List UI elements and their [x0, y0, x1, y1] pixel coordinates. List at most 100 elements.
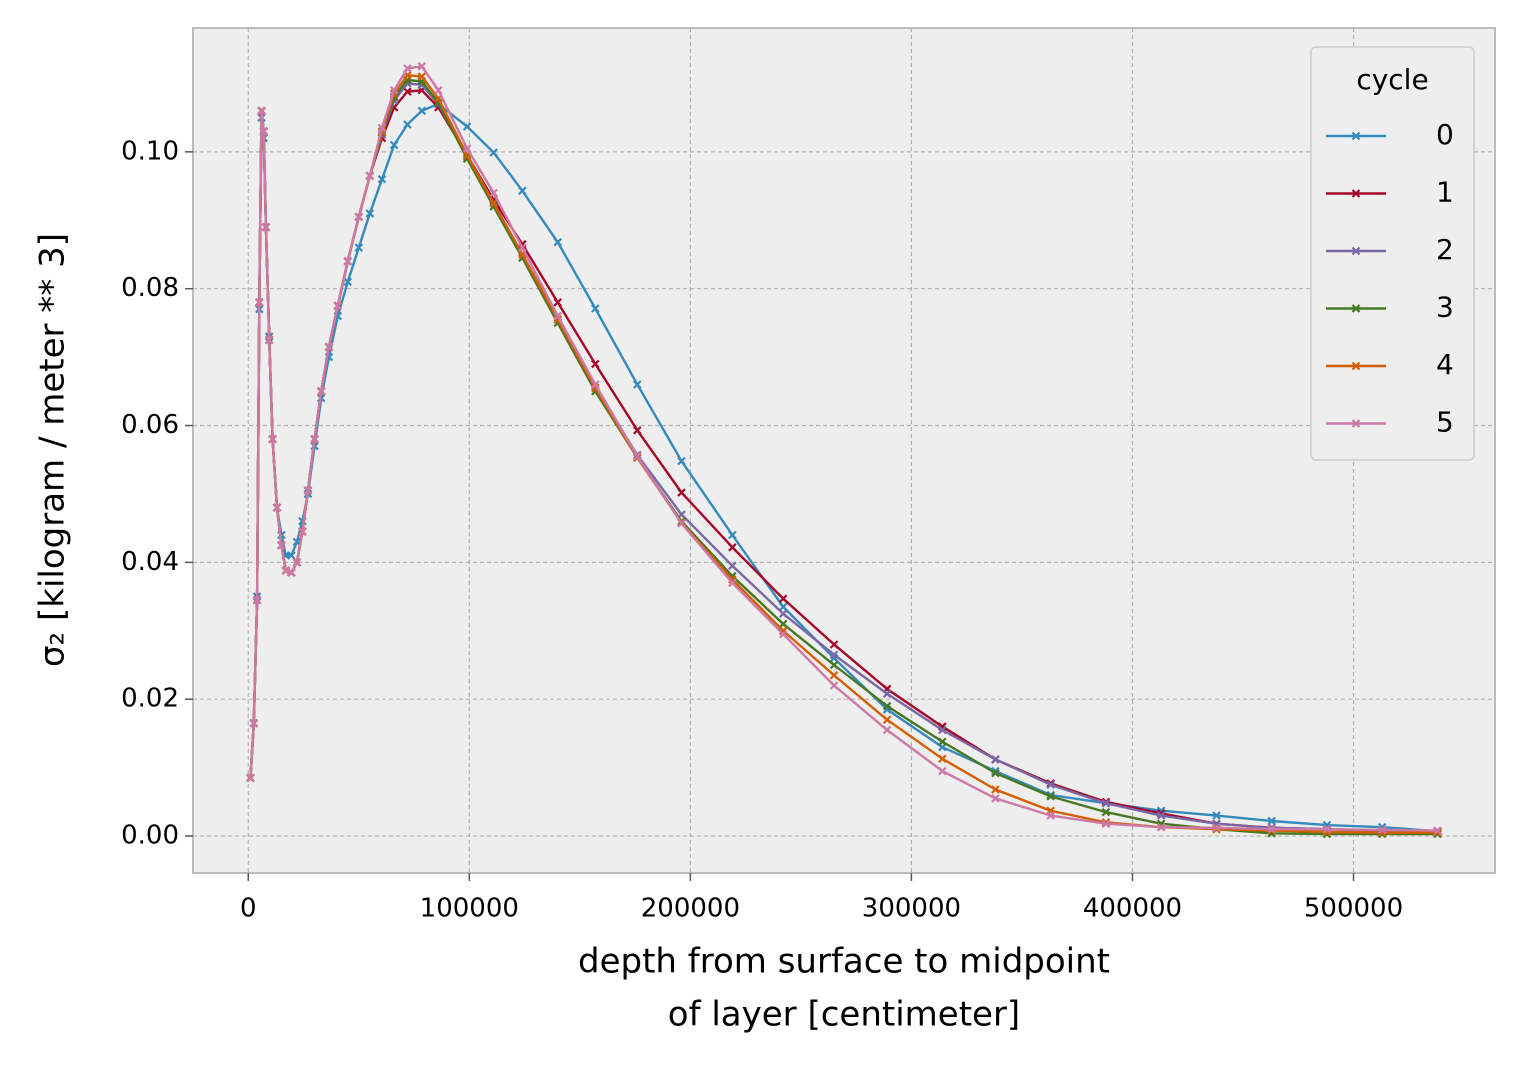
marker: [591, 380, 600, 389]
marker: [462, 122, 472, 131]
marker: [310, 434, 319, 444]
marker: [1101, 798, 1111, 808]
marker: [1212, 823, 1221, 833]
marker: [991, 768, 1000, 778]
marker: [261, 222, 271, 232]
x-tick-label: 500000: [1304, 894, 1403, 924]
plot-area: [192, 27, 1496, 874]
marker: [1433, 826, 1442, 835]
marker: [829, 681, 839, 690]
marker: [1351, 419, 1361, 428]
marker: [277, 540, 286, 550]
marker: [417, 72, 427, 81]
marker: [553, 237, 563, 247]
marker: [991, 785, 1000, 794]
marker: [553, 311, 563, 321]
marker: [882, 701, 892, 711]
marker: [462, 144, 472, 153]
marker: [1267, 816, 1277, 826]
marker: [292, 558, 302, 567]
marker: [778, 609, 788, 618]
marker: [829, 660, 839, 670]
marker: [553, 298, 563, 307]
marker: [403, 64, 412, 73]
x-axis-label: depth from surface to midpoint: [578, 942, 1110, 982]
marker: [324, 342, 334, 352]
marker: [778, 602, 788, 612]
marker: [1322, 824, 1332, 834]
marker: [489, 198, 498, 208]
marker: [1351, 131, 1361, 141]
marker: [1351, 189, 1361, 198]
marker: [591, 304, 600, 313]
marker: [677, 488, 686, 497]
marker: [1046, 780, 1055, 790]
marker: [365, 209, 375, 218]
marker: [728, 530, 737, 540]
marker: [417, 62, 427, 71]
marker: [938, 737, 947, 746]
marker: [882, 689, 892, 699]
marker: [377, 123, 387, 133]
y-tick-label: 0.06: [121, 410, 179, 440]
marker: [829, 650, 839, 660]
marker: [343, 277, 353, 287]
marker: [633, 426, 642, 435]
legend-title: cycle: [1356, 63, 1428, 96]
marker: [1351, 304, 1361, 313]
marker: [728, 561, 737, 571]
y-tick-label: 0.08: [121, 273, 179, 303]
y-tick-label: 0.10: [121, 136, 179, 166]
marker: [389, 140, 399, 150]
marker: [287, 568, 296, 577]
legend-label: 2: [1436, 233, 1454, 266]
marker: [1156, 822, 1166, 832]
marker: [518, 243, 527, 252]
marker: [1156, 811, 1166, 820]
marker: [677, 519, 686, 528]
marker: [633, 380, 642, 389]
lines: [246, 62, 1442, 839]
marker: [1101, 807, 1111, 817]
marker: [991, 794, 1000, 803]
marker: [252, 595, 262, 605]
marker: [259, 127, 269, 136]
marker: [728, 578, 737, 588]
marker: [938, 725, 947, 735]
marker: [403, 87, 412, 96]
marker: [518, 186, 527, 196]
marker: [677, 456, 686, 466]
legend-label: 1: [1436, 176, 1454, 209]
legend-box: [1310, 46, 1475, 461]
y-tick-label: 0.00: [121, 821, 179, 851]
marker: [333, 301, 343, 311]
x-axis-label: of layer [centimeter]: [668, 995, 1020, 1035]
marker: [778, 619, 788, 629]
marker: [389, 85, 399, 95]
marker: [255, 298, 264, 307]
marker: [778, 594, 788, 603]
x-tick-label: 100000: [420, 894, 519, 924]
marker: [354, 243, 364, 252]
marker: [316, 387, 326, 396]
marker: [991, 755, 1000, 764]
marker: [1267, 824, 1277, 834]
grid: [185, 28, 1495, 881]
marker: [1101, 819, 1111, 829]
marker: [403, 120, 412, 129]
marker: [354, 212, 364, 222]
marker: [264, 335, 274, 345]
series: [246, 62, 1442, 835]
marker: [938, 766, 947, 776]
x-tick-label: 400000: [1083, 894, 1182, 924]
marker: [633, 452, 642, 461]
legend-label: 5: [1436, 406, 1454, 439]
marker: [298, 527, 307, 536]
x-tick-label: 0: [240, 894, 257, 924]
marker: [1351, 246, 1361, 256]
marker: [272, 503, 282, 512]
legend-label: 0: [1436, 118, 1454, 151]
marker: [1377, 825, 1387, 835]
